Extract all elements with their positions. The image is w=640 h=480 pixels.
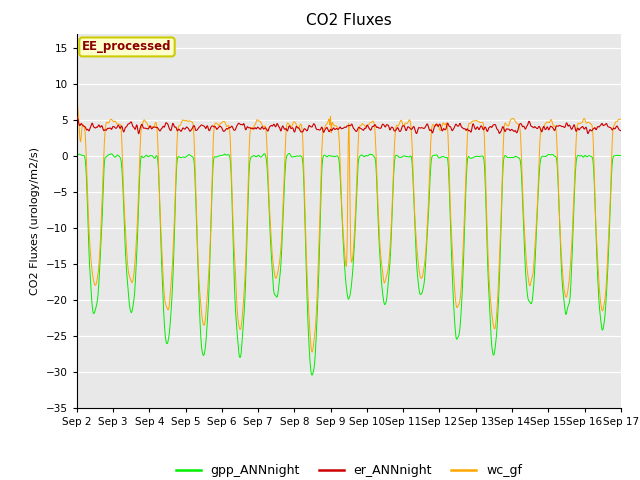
wc_gf [180,118,188,123]
Line: wc_gf: wc_gf [77,97,621,352]
er_ANNnight [553,123,561,129]
Y-axis label: CO2 Fluxes (urology/m2/s): CO2 Fluxes (urology/m2/s) [30,147,40,295]
gpp_ANNnight [505,155,513,160]
er_ANNnight [195,126,202,132]
er_ANNnight [505,126,513,132]
wc_gf [505,123,513,129]
Title: CO2 Fluxes: CO2 Fluxes [306,13,392,28]
wc_gf [308,349,316,355]
er_ANNnight [434,123,442,129]
er_ANNnight [255,125,263,131]
er_ANNnight [135,131,143,136]
gpp_ANNnight [308,372,316,378]
er_ANNnight [73,113,81,119]
gpp_ANNnight [194,259,202,265]
wc_gf [73,94,81,100]
Text: EE_processed: EE_processed [82,40,172,53]
er_ANNnight [617,128,625,133]
gpp_ANNnight [617,153,625,158]
wc_gf [255,118,262,124]
wc_gf [434,121,442,127]
gpp_ANNnight [73,153,81,159]
wc_gf [617,116,625,122]
gpp_ANNnight [180,155,188,160]
wc_gf [194,251,202,257]
gpp_ANNnight [553,159,561,165]
gpp_ANNnight [285,151,293,156]
Line: er_ANNnight: er_ANNnight [77,116,621,133]
gpp_ANNnight [434,154,442,159]
gpp_ANNnight [255,152,262,158]
wc_gf [553,133,561,139]
er_ANNnight [181,126,189,132]
Line: gpp_ANNnight: gpp_ANNnight [77,154,621,375]
Legend: gpp_ANNnight, er_ANNnight, wc_gf: gpp_ANNnight, er_ANNnight, wc_gf [171,459,527,480]
